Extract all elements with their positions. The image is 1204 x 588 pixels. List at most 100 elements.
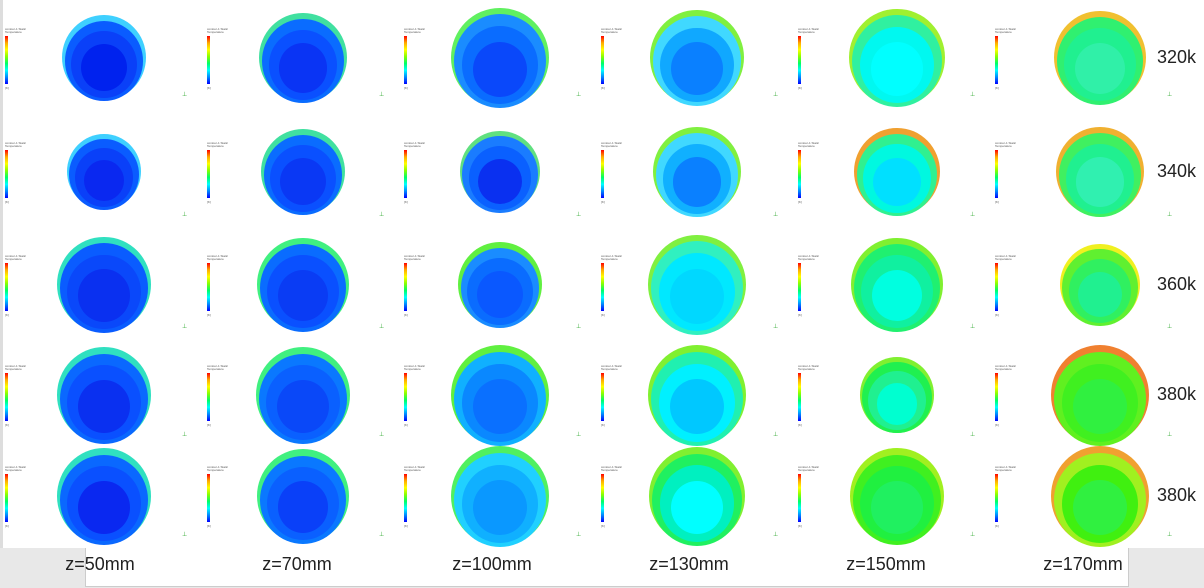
- legend-title: contour-1 Static Temperature: [5, 26, 27, 34]
- contour-plot: contour-1 Static Temperature [K] ⊥: [788, 118, 985, 225]
- row-label: 380k: [1156, 485, 1196, 505]
- contour-plot: contour-1 Static Temperature [K] ⊥: [985, 10, 1182, 106]
- color-legend: contour-1 Static Temperature [K]: [995, 26, 1025, 90]
- color-legend: contour-1 Static Temperature [K]: [404, 466, 434, 528]
- color-legend: contour-1 Static Temperature [K]: [404, 253, 434, 317]
- contour-core: [670, 480, 724, 535]
- color-legend: contour-1 Static Temperature [K]: [798, 466, 828, 528]
- contour-grid: contour-1 Static Temperature [K] ⊥ contour-…: [0, 7, 1196, 547]
- legend-unit: [K]: [601, 85, 605, 90]
- contour-plot: contour-1 Static Temperature [K] ⊥: [197, 447, 394, 545]
- legend-unit: [K]: [995, 199, 999, 204]
- legend-unit: [K]: [207, 423, 211, 427]
- contour-plot: contour-1 Static Temperature [K] ⊥: [394, 446, 591, 547]
- contour-core: [871, 480, 923, 534]
- contour-plot: contour-1 Static Temperature [K] ⊥: [985, 232, 1182, 337]
- legend-colorbar: [798, 373, 801, 421]
- row-label: 360k: [1156, 273, 1196, 294]
- axis-triad-icon: ⊥: [379, 212, 385, 218]
- legend-title: contour-1 Static Temperature: [995, 465, 1017, 472]
- contour-core: [1074, 42, 1126, 95]
- axis-triad-icon: ⊥: [379, 324, 385, 330]
- legend-colorbar: [798, 474, 801, 522]
- color-legend: contour-1 Static Temperature [K]: [207, 140, 237, 204]
- contour-plot: contour-1 Static Temperature [K] ⊥: [197, 10, 394, 105]
- axis-triad-icon: ⊥: [182, 92, 188, 98]
- color-legend: contour-1 Static Temperature [K]: [601, 466, 631, 528]
- axis-triad-icon: ⊥: [1167, 324, 1173, 330]
- color-legend: contour-1 Static Temperature [K]: [601, 141, 631, 204]
- axis-triad-icon: ⊥: [970, 532, 976, 538]
- legend-colorbar: [995, 262, 998, 311]
- legend-title: contour-1 Static Temperature: [601, 465, 623, 472]
- color-legend: contour-1 Static Temperature [K]: [995, 254, 1025, 317]
- column-label: z=170mm: [1043, 554, 1123, 574]
- legend-title: contour-1 Static Temperature: [5, 364, 27, 371]
- legend-title: contour-1 Static Temperature: [798, 364, 820, 371]
- contour-plot: contour-1 Static Temperature [K] ⊥: [591, 447, 788, 546]
- legend-unit: [K]: [207, 199, 211, 204]
- axis-triad-icon: ⊥: [1167, 432, 1173, 438]
- legend-title: contour-1 Static Temperature: [798, 465, 820, 472]
- legend-colorbar: [601, 35, 604, 84]
- contour-core: [1073, 480, 1127, 536]
- legend-title: contour-1 Static Temperature: [207, 140, 229, 148]
- legend-title: contour-1 Static Temperature: [207, 465, 229, 472]
- column-label: z=150mm: [846, 554, 926, 574]
- contour-core: [670, 268, 724, 324]
- legend-colorbar: [207, 149, 210, 198]
- contour-core: [279, 158, 327, 206]
- axis-triad-icon: ⊥: [970, 432, 976, 438]
- legend-unit: [K]: [404, 85, 408, 90]
- contour-core: [870, 42, 924, 96]
- axis-triad-icon: ⊥: [1167, 532, 1173, 538]
- axis-triad-icon: ⊥: [182, 324, 188, 330]
- axis-triad-icon: ⊥: [970, 324, 976, 330]
- color-legend: contour-1 Static Temperature [K]: [995, 466, 1025, 528]
- contour-core: [277, 481, 329, 533]
- legend-unit: [K]: [601, 423, 605, 427]
- contour-plot: contour-1 Static Temperature [K] ⊥: [788, 345, 985, 445]
- legend-unit: [K]: [995, 85, 999, 90]
- legend-colorbar: [5, 262, 8, 311]
- legend-title: contour-1 Static Temperature: [995, 26, 1017, 34]
- color-legend: contour-1 Static Temperature [K]: [5, 141, 35, 204]
- legend-unit: [K]: [404, 524, 408, 528]
- legend-colorbar: [207, 262, 210, 311]
- axis-triad-icon: ⊥: [1167, 92, 1173, 98]
- contour-plot: contour-1 Static Temperature [K] ⊥: [0, 345, 197, 445]
- color-legend: contour-1 Static Temperature [K]: [207, 466, 237, 528]
- axis-triad-icon: ⊥: [773, 324, 779, 330]
- color-legend: contour-1 Static Temperature [K]: [798, 254, 828, 317]
- color-legend: contour-1 Static Temperature [K]: [5, 253, 35, 317]
- color-legend: contour-1 Static Temperature [K]: [798, 140, 828, 204]
- legend-colorbar: [5, 373, 8, 421]
- legend-colorbar: [404, 35, 407, 84]
- legend-colorbar: [207, 35, 210, 84]
- legend-title: contour-1 Static Temperature: [5, 253, 27, 261]
- legend-unit: [K]: [798, 85, 802, 90]
- legend-title: contour-1 Static Temperature: [404, 140, 426, 148]
- row-label: 380k: [1156, 384, 1196, 404]
- contour-plot: contour-1 Static Temperature [K] ⊥: [0, 232, 197, 337]
- axis-triad-icon: ⊥: [1167, 212, 1173, 218]
- legend-colorbar: [404, 149, 407, 198]
- axis-triad-icon: ⊥: [576, 532, 582, 538]
- contour-plot: contour-1 Static Temperature [K] ⊥: [394, 232, 591, 337]
- legend-title: contour-1 Static Temperature: [798, 140, 820, 148]
- legend-colorbar: [798, 35, 801, 84]
- legend-title: contour-1 Static Temperature: [5, 465, 27, 472]
- column-label: z=50mm: [65, 554, 135, 574]
- legend-colorbar: [404, 373, 407, 421]
- contour-core: [473, 379, 527, 435]
- legend-title: contour-1 Static Temperature: [404, 253, 426, 261]
- legend-unit: [K]: [207, 85, 211, 90]
- legend-colorbar: [601, 474, 604, 522]
- contour-core: [473, 480, 527, 536]
- contour-plot: contour-1 Static Temperature [K] ⊥: [591, 345, 788, 446]
- axis-triad-icon: ⊥: [970, 212, 976, 218]
- contour-plot: contour-1 Static Temperature [K] ⊥: [197, 118, 394, 225]
- axis-triad-icon: ⊥: [773, 212, 779, 218]
- contour-core: [478, 158, 522, 204]
- legend-colorbar: [995, 373, 998, 421]
